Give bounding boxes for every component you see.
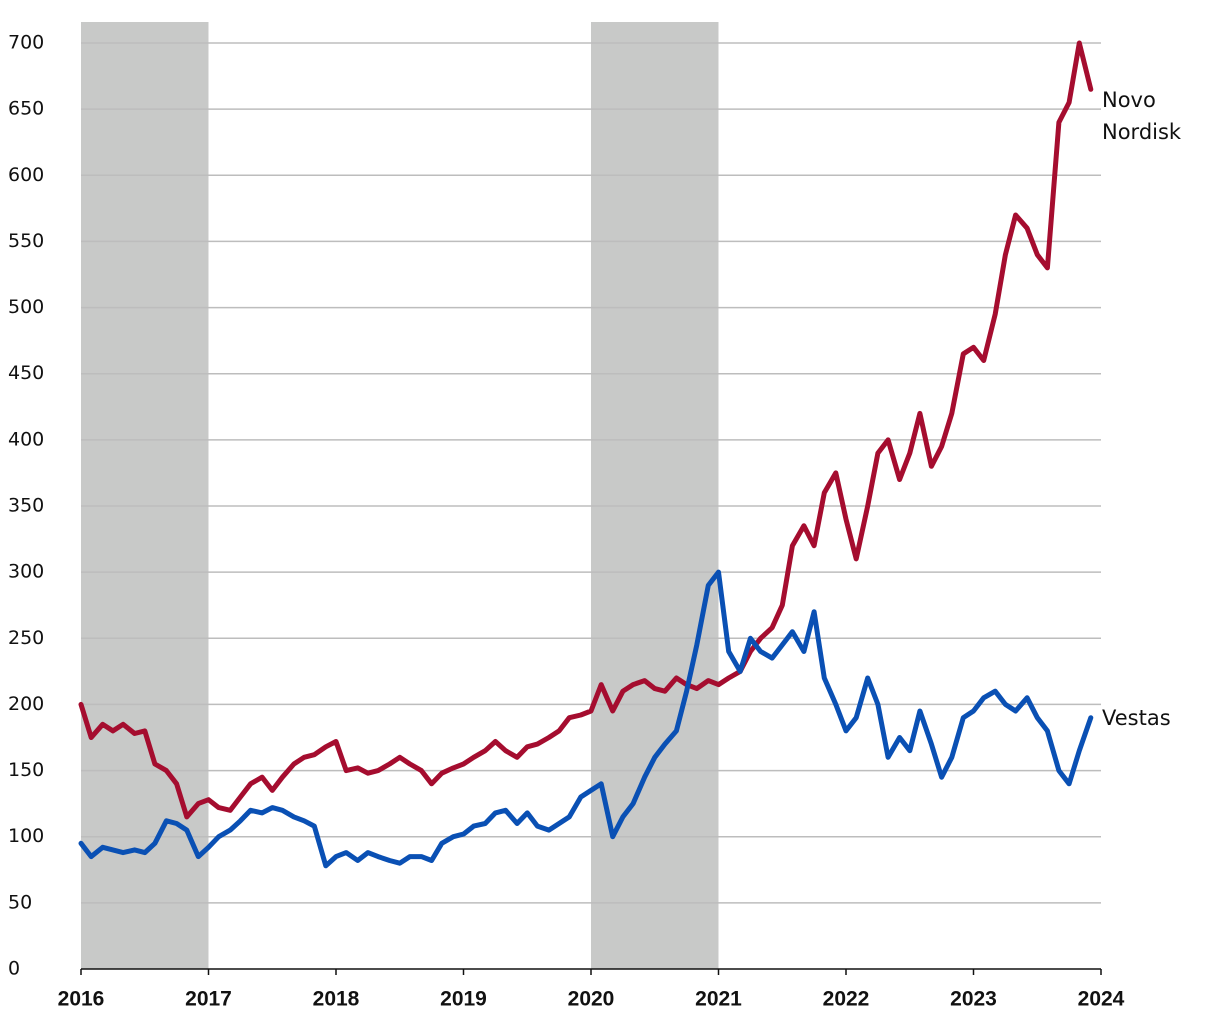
- y-tick-label: 500: [8, 296, 44, 318]
- y-tick-label: 700: [8, 32, 44, 54]
- series-label: Vestas: [1102, 705, 1171, 730]
- series-line: [78, 569, 1094, 869]
- y-tick-label: 0: [8, 958, 20, 980]
- shaded-period: [81, 22, 209, 969]
- y-tick-label: 350: [8, 495, 44, 517]
- y-tick-label: 650: [8, 98, 44, 120]
- x-tick-label: 2023: [950, 988, 997, 1011]
- series-line: [78, 40, 1094, 820]
- x-tick-label: 2020: [568, 988, 615, 1011]
- y-tick-label: 200: [8, 693, 44, 715]
- x-tick-label: 2021: [695, 988, 742, 1011]
- y-tick-label: 450: [8, 362, 44, 384]
- y-tick-label: 250: [8, 627, 44, 649]
- y-tick-label: 600: [8, 164, 44, 186]
- x-tick-label: 2024: [1078, 988, 1125, 1011]
- y-tick-label: 50: [8, 891, 32, 913]
- x-tick-label: 2018: [313, 988, 360, 1011]
- y-tick-label: 150: [8, 759, 44, 781]
- series-label: Novo Nordisk: [1102, 88, 1182, 144]
- x-tick-label: 2017: [185, 988, 232, 1011]
- x-tick-label: 2019: [440, 988, 487, 1011]
- x-tick-label: 2022: [823, 988, 870, 1011]
- y-tick-label: 400: [8, 428, 44, 450]
- y-tick-label: 550: [8, 230, 44, 252]
- y-tick-label: 100: [8, 825, 44, 847]
- x-tick-label: 2016: [58, 988, 105, 1011]
- y-tick-label: 300: [8, 561, 44, 583]
- shaded-period: [591, 22, 719, 969]
